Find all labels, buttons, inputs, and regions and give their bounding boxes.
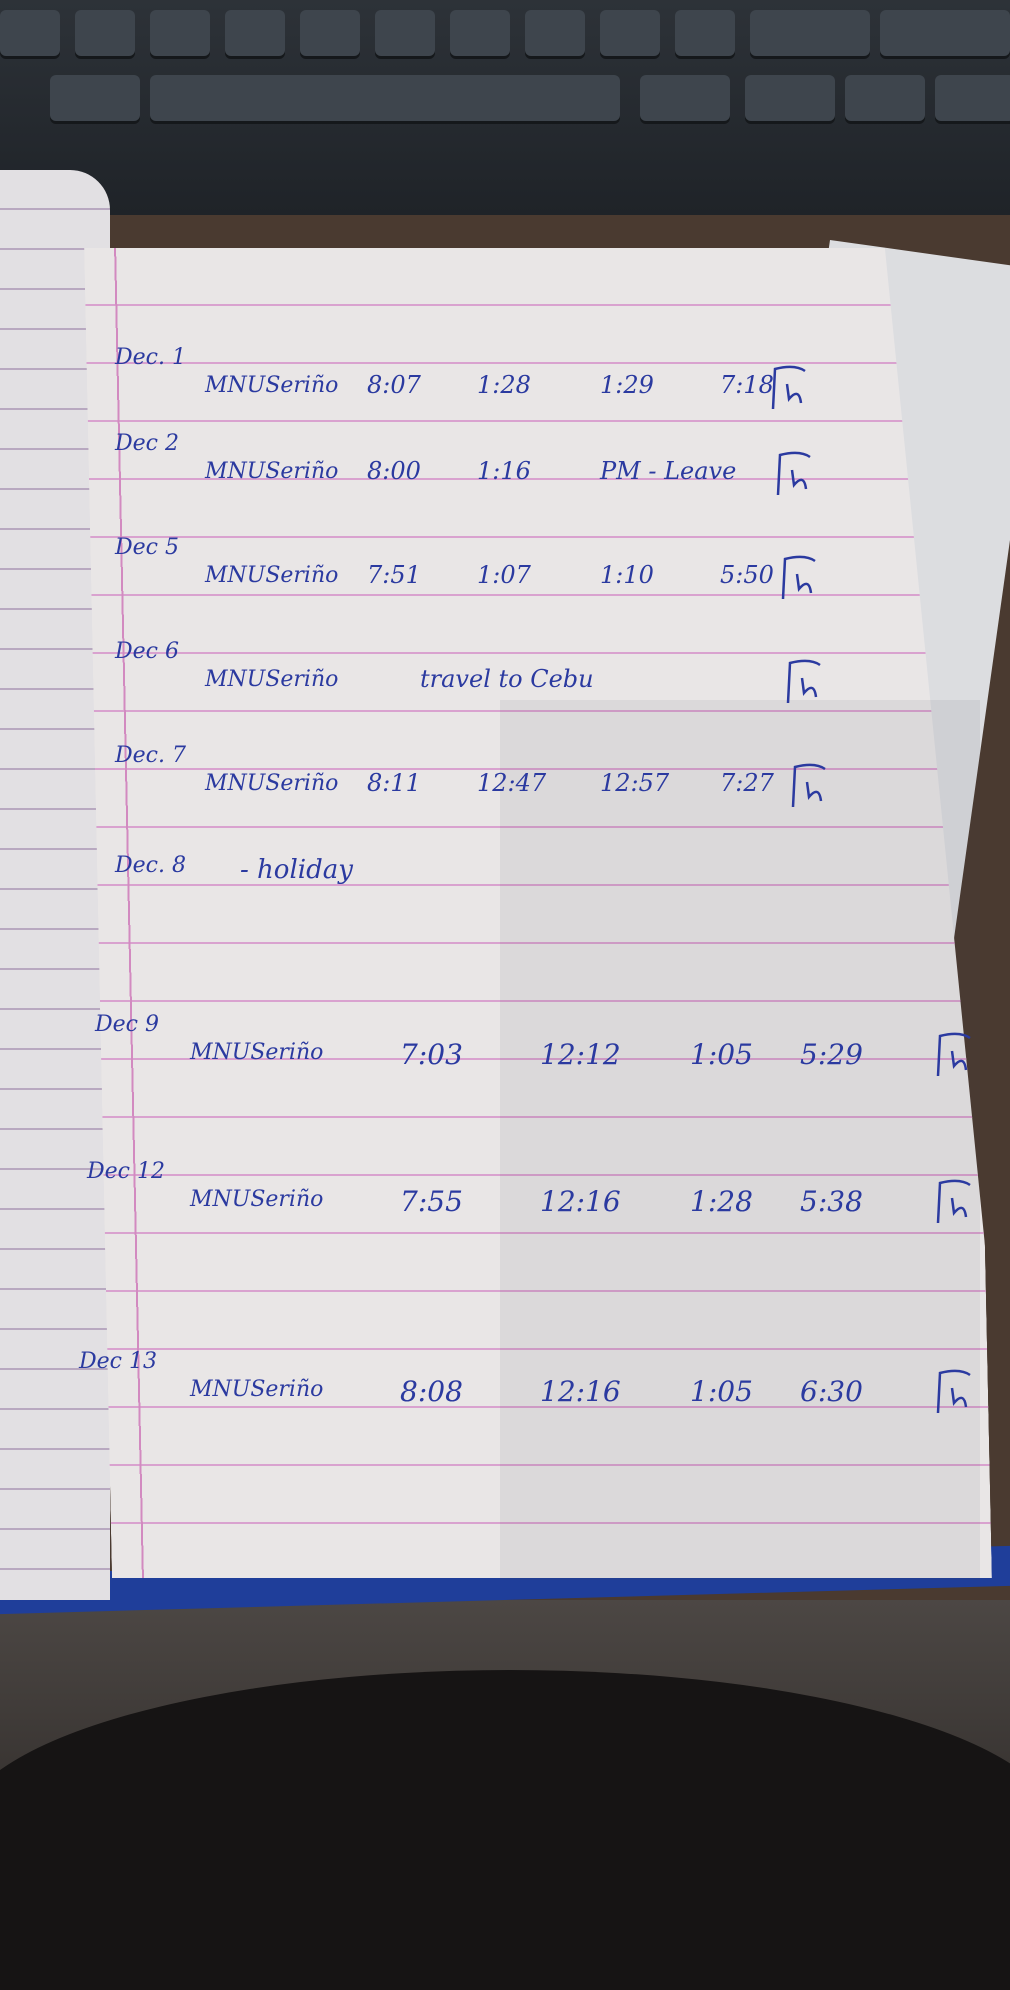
- time-entry: 12:57: [600, 769, 670, 797]
- time-entry: 7:18: [720, 371, 774, 399]
- signature-stroke: [781, 555, 816, 600]
- time-entry: 12:47: [477, 769, 547, 797]
- lap: [0, 1670, 1010, 1990]
- name: MNUSeriño: [190, 1187, 324, 1212]
- time-entry: 12:16: [540, 1375, 621, 1408]
- date: Dec 6: [115, 639, 179, 664]
- time-entry: PM - Leave: [600, 457, 737, 485]
- key: [450, 10, 510, 56]
- key: [525, 10, 585, 56]
- key: [50, 75, 140, 121]
- keyboard: [0, 0, 1010, 215]
- key: [745, 75, 835, 121]
- log-row: Dec 9 MNUSeriño 7:03 12:12 1:05 5:29: [0, 1012, 1010, 1094]
- key: [750, 10, 870, 56]
- name: MNUSeriño: [190, 1040, 324, 1065]
- key: [935, 75, 1010, 121]
- signature-stroke: [771, 365, 806, 410]
- log-row: Dec 2 MNUSeriño 8:00 1:16 PM - Leave: [0, 431, 1010, 513]
- time-entry: 6:30: [800, 1375, 863, 1408]
- key: [300, 10, 360, 56]
- shadow: [500, 700, 980, 1580]
- time-entry: 8:11: [367, 769, 421, 797]
- key: [0, 10, 60, 56]
- key: [375, 10, 435, 56]
- key: [150, 75, 620, 121]
- signature: [771, 365, 806, 410]
- time-entry: 5:50: [720, 561, 774, 589]
- name: MNUSeriño: [205, 563, 339, 588]
- time-entry: 1:10: [600, 561, 654, 589]
- signature-stroke: [936, 1369, 971, 1414]
- signature: [781, 555, 816, 600]
- time-entry: 1:16: [477, 457, 531, 485]
- log-row: Dec 6 MNUSeriño travel to Cebu: [0, 639, 1010, 721]
- signature: [791, 763, 826, 808]
- key: [675, 10, 735, 56]
- signature: [936, 1369, 971, 1414]
- log-row: Dec 13 MNUSeriño 8:08 12:16 1:05 6:30: [0, 1349, 1010, 1431]
- key: [640, 75, 730, 121]
- signature: [936, 1032, 971, 1077]
- time-entry: 1:07: [477, 561, 531, 589]
- time-entry: 8:08: [400, 1375, 463, 1408]
- time-entry: 1:28: [477, 371, 531, 399]
- key: [75, 10, 135, 56]
- key: [880, 10, 1010, 56]
- date: Dec 9: [95, 1012, 159, 1037]
- signature-stroke: [936, 1179, 971, 1224]
- time-entry: 1:05: [690, 1038, 753, 1071]
- name: MNUSeriño: [205, 667, 339, 692]
- time-entry: 7:51: [367, 561, 421, 589]
- time-entry: 5:38: [800, 1185, 863, 1218]
- log-row: Dec. 8 - holiday: [0, 853, 1010, 935]
- date: Dec. 7: [115, 743, 186, 768]
- time-entry: 7:55: [400, 1185, 463, 1218]
- name: MNUSeriño: [205, 373, 339, 398]
- signature-stroke: [786, 659, 821, 704]
- key: [150, 10, 210, 56]
- date: Dec 2: [115, 431, 179, 456]
- log-row: Dec. 7 MNUSeriño 8:11 12:47 12:57 7:27: [0, 743, 1010, 825]
- time-entry: 7:03: [400, 1038, 463, 1071]
- time-entry: 8:07: [367, 371, 421, 399]
- signature-stroke: [776, 451, 811, 496]
- signature: [786, 659, 821, 704]
- name: - holiday: [240, 855, 353, 885]
- log-row: Dec. 1 MNUSeriño 8:07 1:28 1:29 7:18: [0, 345, 1010, 427]
- name: MNUSeriño: [205, 459, 339, 484]
- time-entry: 5:29: [800, 1038, 863, 1071]
- date: Dec 13: [79, 1349, 157, 1374]
- key: [845, 75, 925, 121]
- time-entry: 7:27: [720, 769, 774, 797]
- key: [225, 10, 285, 56]
- time-entry: 12:12: [540, 1038, 621, 1071]
- date: Dec. 1: [115, 345, 186, 370]
- signature-stroke: [936, 1032, 971, 1077]
- name: MNUSeriño: [205, 771, 339, 796]
- signature: [936, 1179, 971, 1224]
- date: Dec 12: [87, 1159, 165, 1184]
- signature-stroke: [791, 763, 826, 808]
- log-row: Dec 5 MNUSeriño 7:51 1:07 1:10 5:50: [0, 535, 1010, 617]
- date: Dec 5: [115, 535, 179, 560]
- name: MNUSeriño: [190, 1377, 324, 1402]
- key: [600, 10, 660, 56]
- time-entry: 8:00: [367, 457, 421, 485]
- date: Dec. 8: [115, 853, 186, 878]
- signature: [776, 451, 811, 496]
- time-entry: 12:16: [540, 1185, 621, 1218]
- time-entry: 1:05: [690, 1375, 753, 1408]
- log-row: Dec 12 MNUSeriño 7:55 12:16 1:28 5:38: [0, 1159, 1010, 1241]
- time-entry: travel to Cebu: [420, 665, 594, 693]
- time-entry: 1:28: [690, 1185, 753, 1218]
- time-entry: 1:29: [600, 371, 654, 399]
